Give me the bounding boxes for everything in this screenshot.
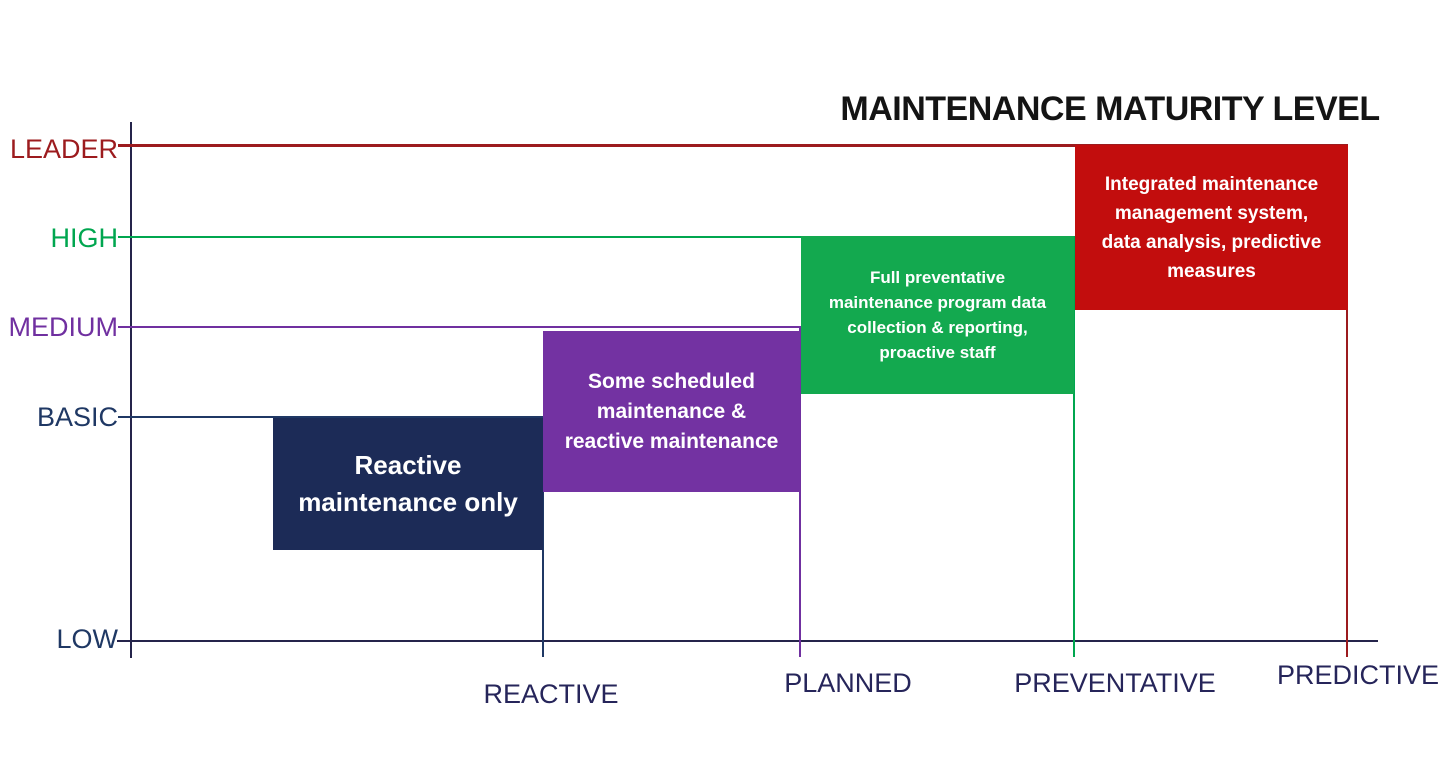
preventative-gridline	[1073, 236, 1075, 657]
y-axis-label-leader: LEADER	[9, 134, 118, 164]
x-axis-label-planned: PLANNED	[784, 668, 912, 698]
predictive-gridline	[1346, 144, 1348, 657]
stage-box-preventative: Full preventative maintenance program da…	[801, 236, 1074, 394]
x-axis-label-reactive: REACTIVE	[483, 679, 619, 709]
stage-box-text-line: measures	[1167, 260, 1256, 282]
stage-box-text-line: Full preventative	[869, 268, 1006, 287]
y-axis-label-basic: BASIC	[36, 402, 118, 432]
reactive-gridline	[542, 416, 544, 657]
stage-box-text-line: maintenance &	[596, 399, 747, 423]
stage-box-text-line: maintenance program data	[828, 293, 1047, 312]
stage-box-text-line: Some scheduled	[588, 369, 755, 393]
y-axis-line	[130, 122, 132, 658]
stage-box-text-line: management system,	[1114, 202, 1309, 224]
planned-gridline	[799, 326, 801, 657]
chart-title: MAINTENANCE MATURITY LEVEL	[840, 90, 1380, 128]
y-axis-label-low: LOW	[56, 624, 118, 654]
stage-box-text-line: proactive staff	[879, 343, 996, 362]
stage-box-text-line: data analysis, predictive	[1101, 231, 1322, 253]
x-axis-label-predictive: PREDICTIVE	[1276, 660, 1440, 690]
y-axis-label-medium: MEDIUM	[8, 312, 119, 342]
stage-box-planned: Some scheduled maintenance & reactive ma…	[543, 331, 800, 492]
stage-box-text-line: maintenance only	[298, 487, 518, 517]
medium-level-line	[118, 326, 801, 328]
leader-level-line	[118, 144, 1348, 147]
stage-box-text-line: Integrated maintenance	[1104, 173, 1319, 195]
high-level-line	[118, 236, 1075, 238]
stage-box-text-line: reactive maintenance	[564, 429, 779, 453]
stage-box-reactive: Reactive maintenance only	[273, 418, 543, 550]
stage-box-text-line: Reactive	[354, 450, 462, 480]
x-axis-line	[117, 640, 1378, 642]
basic-level-line	[118, 416, 544, 418]
y-axis-label-high: HIGH	[50, 223, 119, 253]
stage-box-predictive: Integrated maintenance management system…	[1075, 145, 1348, 310]
stage-box-text-line: collection & reporting,	[847, 318, 1028, 337]
x-axis-label-preventative: PREVENTATIVE	[1014, 668, 1216, 698]
